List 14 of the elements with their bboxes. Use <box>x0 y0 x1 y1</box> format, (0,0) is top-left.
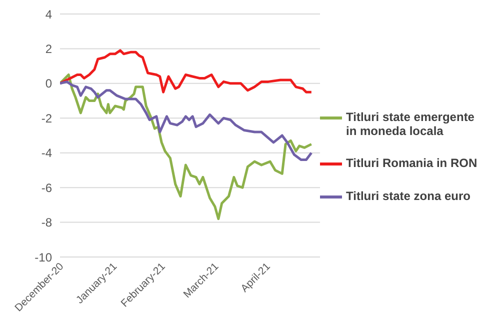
legend-label: Titluri state emergente in moneda locala <box>346 110 476 138</box>
y-tick-label: -6 <box>41 180 52 195</box>
y-tick-label: 0 <box>45 76 52 91</box>
y-tick-label: 2 <box>45 42 52 56</box>
y-tick-label: 4 <box>45 7 52 22</box>
legend-label: Titluri state zona euro <box>346 189 472 203</box>
y-tick-label: -8 <box>41 216 52 230</box>
line-series <box>60 74 313 220</box>
line-series <box>60 80 313 162</box>
y-tick-label: -4 <box>41 146 52 160</box>
y-tick-label: -2 <box>41 111 52 126</box>
y-tick-label: -10 <box>34 250 52 264</box>
legend-label: Titluri Romania in RON <box>346 156 478 170</box>
line-series <box>60 49 313 94</box>
